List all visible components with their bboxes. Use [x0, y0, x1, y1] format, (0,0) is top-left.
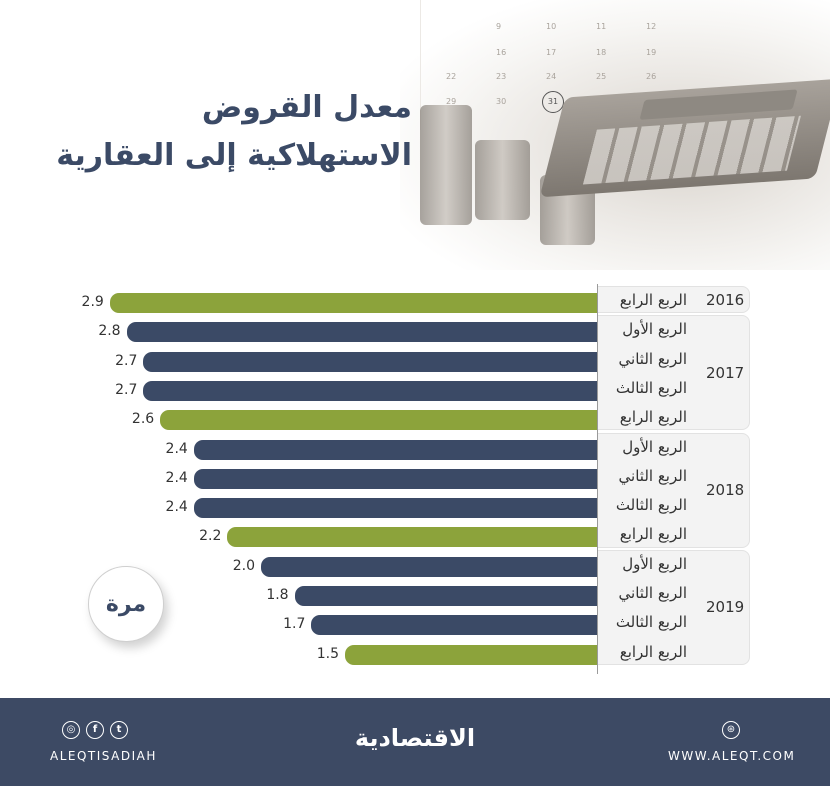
quarter-label: الربع الثاني	[618, 349, 687, 368]
bar	[143, 380, 597, 401]
quarter-label: الربع الرابع	[619, 408, 687, 427]
website-link[interactable]: WWW.ALEQT.COM	[668, 749, 796, 763]
bar-value-label: 2.9	[81, 294, 104, 310]
bar	[193, 498, 597, 519]
bar-value-label: 2.4	[165, 499, 188, 516]
quarter-label: الربع الثاني	[618, 466, 687, 485]
bar	[193, 468, 597, 489]
bar-value-label: 2.6	[131, 411, 155, 428]
coin-stack	[475, 140, 530, 220]
quarter-label: الربع الثالث	[615, 378, 687, 397]
bar	[109, 293, 597, 313]
year-label: 2016	[706, 290, 745, 309]
calendar-day: 11	[596, 22, 607, 31]
brand-logo: الاقتصادية	[354, 724, 476, 752]
bar-value-label: 2.4	[165, 440, 188, 457]
bar-value-label: 2.0	[232, 557, 255, 574]
twitter-icon[interactable]: t	[110, 721, 128, 739]
calendar-day: 18	[596, 48, 607, 57]
calendar-day: 22	[446, 72, 457, 81]
unit-badge: مرة	[88, 566, 164, 642]
year-group-2018: الربع الأول الربع الثاني الربع الثالث الربع…	[598, 432, 750, 548]
calendar-day: 30	[496, 97, 507, 106]
bar	[126, 322, 597, 343]
calendar-day: 24	[546, 72, 557, 81]
calendar-day: 12	[646, 22, 657, 31]
calendar-day: 25	[596, 72, 607, 81]
coin-stack	[420, 105, 472, 225]
bar-value-label: 2.2	[199, 528, 222, 545]
bar-value-label: 2.7	[115, 381, 138, 398]
year-group-2019: الربع الأول الربع الثاني الربع الثالث الربع…	[598, 549, 750, 665]
bar-value-label: 1.8	[266, 587, 289, 603]
year-group-2017: الربع الأول الربع الثاني الربع الثالث الربع…	[598, 315, 750, 431]
calendar-day: 16	[496, 48, 507, 57]
bar	[294, 586, 597, 606]
social-handle: ALEQTISADIAH	[50, 749, 157, 763]
bar	[261, 556, 597, 577]
calendar-day: 19	[646, 48, 657, 57]
quarter-label: الربع الأول	[622, 320, 687, 339]
header-photo: 9 10 11 12 16 17 18 19 22 23 24 25 26 29 30 31	[400, 0, 830, 270]
title-line-1: معدل القروض	[201, 90, 412, 125]
social-icons: ◎ f t	[62, 721, 128, 739]
quarter-label: الربع الرابع	[619, 525, 687, 544]
quarter-label: الربع الثاني	[618, 583, 687, 602]
year-label: 2017	[706, 363, 745, 382]
calculator-image	[539, 78, 830, 198]
calendar-day: 26	[646, 72, 657, 81]
year-label: 2019	[706, 598, 745, 617]
calendar-day: 23	[496, 72, 507, 81]
globe-icon: ⊛	[722, 721, 740, 739]
quarter-label: الربع الأول	[622, 437, 687, 456]
chart-axis	[597, 284, 598, 674]
calendar-day: 29	[446, 97, 457, 106]
bar	[311, 615, 597, 636]
footer: ◎ f t ALEQTISADIAH الاقتصادية ⊛ WWW.ALEQT.…	[0, 698, 830, 786]
bar-value-label: 2.4	[165, 469, 188, 486]
instagram-icon[interactable]: ◎	[62, 721, 80, 739]
calendar-day: 9	[496, 22, 502, 31]
quarter-label: الربع الرابع	[619, 642, 687, 661]
calendar-day: 10	[546, 22, 557, 31]
bar	[193, 439, 597, 460]
bar-value-label: 2.8	[98, 323, 121, 340]
bar	[227, 527, 597, 548]
bar	[143, 351, 597, 372]
title-line-2: الاستهلاكية إلى العقارية	[56, 138, 412, 173]
bar-value-label: 1.7	[283, 616, 306, 633]
bar-value-label: 1.5	[316, 645, 339, 662]
year-label: 2018	[706, 481, 745, 500]
quarter-label: الربع الأول	[622, 554, 687, 573]
chart-title: معدل القروض الاستهلاكية إلى العقارية	[56, 84, 412, 180]
bar	[345, 644, 597, 665]
year-group-2016: الربع الرابع 2016	[598, 286, 750, 314]
quarter-label: الربع الرابع	[619, 291, 687, 309]
bar-value-label: 2.7	[115, 352, 138, 369]
calendar-day: 17	[546, 48, 557, 57]
calendar-image: 9 10 11 12 16 17 18 19 22 23 24 25 26 29 30 31	[420, 0, 660, 130]
facebook-icon[interactable]: f	[86, 721, 104, 739]
quarter-label: الربع الثالث	[615, 496, 687, 515]
bar	[160, 410, 597, 431]
quarter-label: الربع الثالث	[615, 613, 687, 632]
